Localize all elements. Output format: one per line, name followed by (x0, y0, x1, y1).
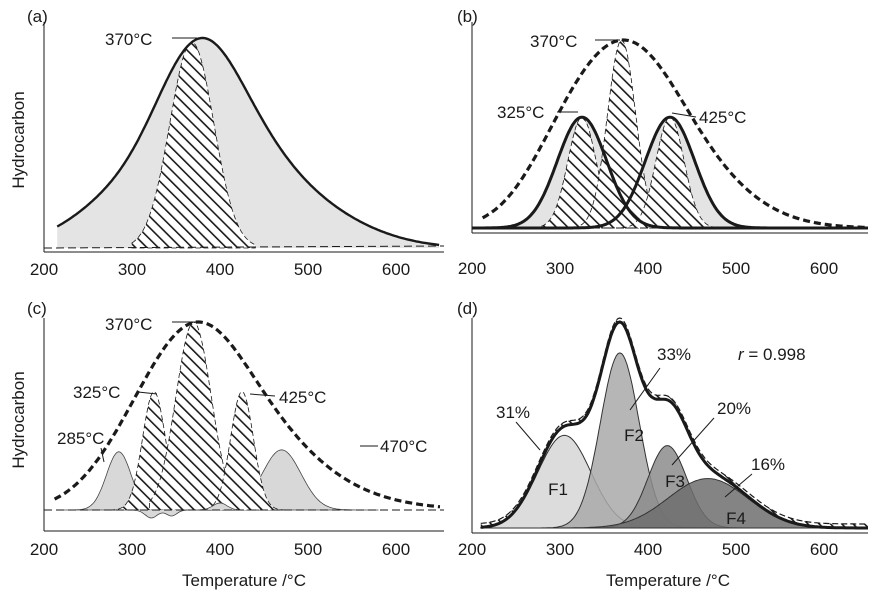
panel-b: (b) 200 300 400 500 600 370°C 325°C 425°… (457, 7, 868, 278)
panel-d-r-symbol: r (738, 345, 745, 364)
panel-b-peak-label-370: 370°C (530, 32, 577, 51)
panel-b-peak-label-425: 425°C (699, 108, 746, 127)
panel-d-component-f3: F3 (665, 472, 685, 491)
panel-d-letter: (d) (457, 299, 478, 318)
panel-d-component-f1: F1 (548, 480, 568, 499)
panel-b-tick-label: 500 (722, 259, 750, 278)
panel-a-baseline (43, 245, 445, 249)
panel-c-residual-wiggle (132, 502, 238, 519)
panel-d-sum-curve (480, 320, 868, 530)
panel-d-share-f4: 16% (751, 455, 785, 474)
panel-c-tick-label: 400 (206, 540, 234, 559)
panel-b-peak-label-325: 325°C (497, 103, 544, 122)
panel-a-letter: (a) (27, 7, 48, 26)
panel-b-measured-curve (481, 38, 868, 229)
panel-b-tick-label: 400 (634, 259, 662, 278)
panel-d-share-f3: 20% (717, 399, 751, 418)
panel-b-leader-425 (671, 112, 697, 118)
panel-a-total-curve (56, 36, 440, 247)
panel-c-peak-label-470: 470°C (380, 437, 427, 456)
panel-d-leader-f4 (724, 473, 753, 498)
panel-d: (d) 200 300 400 500 600 Temperature /°C … (457, 299, 868, 590)
panel-c-marks (44, 320, 444, 519)
panel-b-marks (472, 38, 868, 230)
panel-c-ylabel: Hydrocarbon (9, 371, 28, 468)
panel-a: (a) Hydrocarbon 200 300 400 500 600 370°… (9, 7, 445, 279)
panel-a-tick-label: 300 (118, 260, 146, 279)
panel-d-share-f2: 33% (657, 345, 691, 364)
panel-c-tick-label: 500 (294, 540, 322, 559)
panel-a-marks (43, 36, 445, 249)
panel-a-ylabel: Hydrocarbon (9, 91, 28, 188)
panel-c-tick-labels: 200 300 400 500 600 (30, 540, 410, 559)
panel-c-hatched-component (149, 321, 238, 511)
panel-d-leader-f2 (629, 367, 661, 411)
panel-a-tick-labels: 200 300 400 500 600 (30, 260, 410, 279)
panel-d-component-f2: F2 (624, 426, 644, 445)
panel-b-tick-label: 200 (458, 259, 486, 278)
panel-c-tick-label: 600 (382, 540, 410, 559)
panel-d-component-f4: F4 (726, 509, 746, 528)
panel-a-peak-label: 370°C (105, 30, 152, 49)
panel-a-tick-label: 400 (206, 260, 234, 279)
panel-a-tick-label: 200 (30, 260, 58, 279)
panel-b-tick-label: 300 (546, 259, 574, 278)
panel-c-peak-label-285: 285°C (57, 429, 104, 448)
panel-c-peak-label-325: 325°C (73, 383, 120, 402)
panel-c-measured-curve (53, 320, 441, 509)
panel-d-measured-curve (480, 317, 868, 525)
panel-c-tick-label: 200 (30, 540, 58, 559)
panel-c-peak-label-425: 425°C (279, 388, 326, 407)
panel-c-xlabel: Temperature /°C (182, 571, 306, 590)
panel-b-letter: (b) (457, 7, 478, 26)
panel-d-xlabel: Temperature /°C (606, 571, 730, 590)
panel-b-tick-label: 600 (810, 259, 838, 278)
panel-c-hatched-component (197, 391, 287, 511)
panel-d-correlation-label: r = 0.998 (738, 345, 806, 364)
panel-c-tick-label: 300 (118, 540, 146, 559)
panel-d-tick-labels: 200 300 400 500 600 (458, 540, 838, 559)
panel-b-tick-labels: 200 300 400 500 600 (458, 259, 838, 278)
panel-a-tick-label: 600 (382, 260, 410, 279)
panel-d-marks (480, 317, 868, 530)
panel-d-tick-label: 600 (810, 540, 838, 559)
panel-d-tick-label: 300 (546, 540, 574, 559)
panel-c: (c) Hydrocarbon 200 300 400 500 600 Temp… (9, 299, 444, 590)
panel-d-share-f1: 31% (496, 403, 530, 422)
panel-d-r-value: = 0.998 (744, 345, 806, 364)
panel-c-peak-label-370: 370°C (105, 315, 152, 334)
panel-d-leader-f1 (515, 421, 541, 451)
panel-c-leader-325 (137, 391, 158, 395)
panel-d-leader-f3 (671, 417, 715, 466)
panel-d-tick-label: 500 (722, 540, 750, 559)
panel-d-tick-label: 400 (634, 540, 662, 559)
panel-c-leader-285 (100, 447, 105, 463)
panel-a-tick-label: 500 (294, 260, 322, 279)
panel-a-total-area (57, 38, 440, 248)
panel-c-leader-425 (249, 393, 276, 397)
panel-a-hatched-component (131, 41, 256, 249)
panel-c-letter: (c) (27, 299, 47, 318)
panel-d-tick-label: 200 (458, 540, 486, 559)
